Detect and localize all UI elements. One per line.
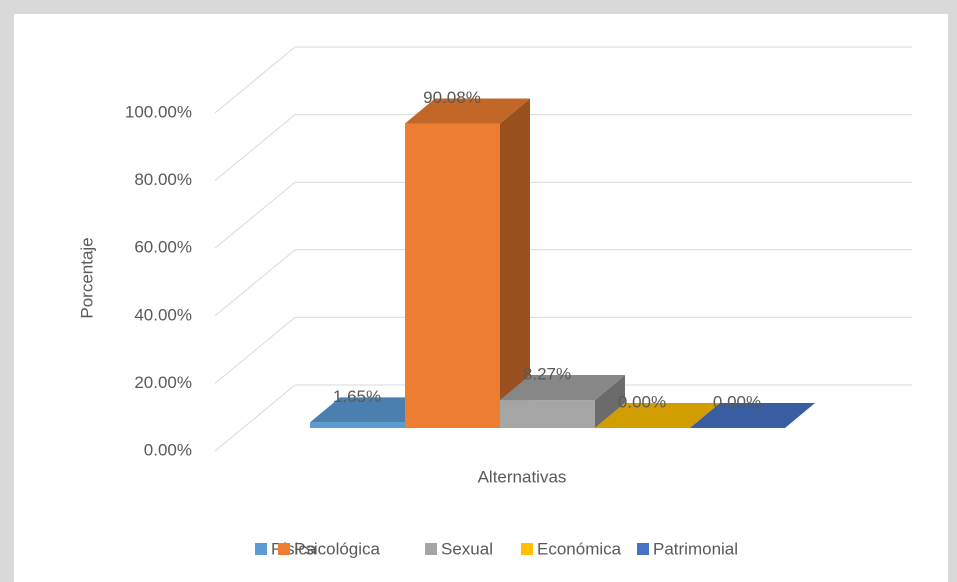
bar-top [595, 403, 720, 428]
bar [405, 123, 500, 428]
bar [500, 400, 595, 428]
y-tick-label: 60.00% [134, 238, 192, 257]
bar-side [500, 98, 530, 428]
y-axis-title: Porcentaje [77, 237, 96, 318]
value-label: 0.00% [713, 392, 761, 411]
legend-swatch [278, 543, 290, 555]
bar-top [310, 397, 435, 423]
bar-top [690, 403, 815, 428]
value-label: 90.08% [423, 88, 481, 107]
grid-line [214, 46, 296, 114]
grid-line [214, 114, 296, 181]
legend-label: Económica [537, 539, 622, 558]
value-label: 8.27% [523, 365, 571, 384]
grid-line [214, 317, 296, 384]
y-tick-label: 0.00% [144, 440, 192, 459]
grid-line [214, 181, 296, 249]
y-tick-label: 100.00% [125, 102, 192, 121]
bar [310, 422, 405, 428]
legend-swatch [425, 543, 437, 555]
y-tick-label: 80.00% [134, 170, 192, 189]
value-label: 1.65% [333, 387, 381, 406]
bar-side [595, 375, 625, 428]
legend-swatch [637, 543, 649, 555]
x-axis-title: Alternativas [478, 467, 567, 486]
bar-top [500, 375, 625, 401]
bar-top [405, 98, 530, 124]
grid-line [214, 249, 296, 317]
legend-swatch [521, 543, 533, 555]
legend-label: Psicológica [294, 539, 381, 558]
y-tick-label: 20.00% [134, 373, 192, 392]
legend-label: Sexual [441, 539, 493, 558]
legend-label: Patrimonial [653, 539, 738, 558]
grid-line [214, 384, 296, 452]
value-label: 0.00% [618, 392, 666, 411]
legend-swatch [255, 543, 267, 555]
y-tick-label: 40.00% [134, 305, 192, 324]
